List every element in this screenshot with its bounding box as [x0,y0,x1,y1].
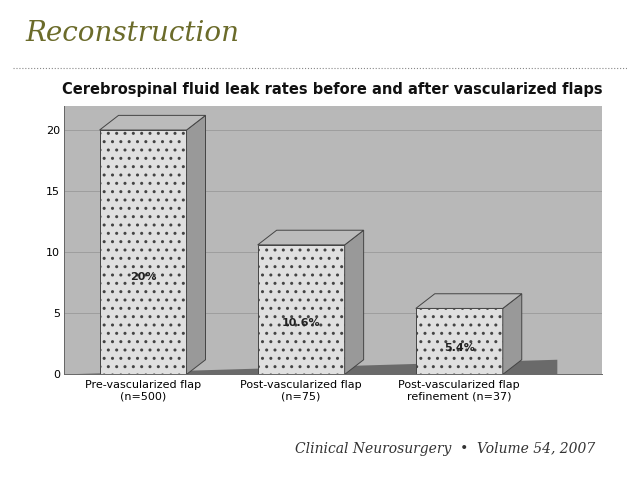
Text: Clinical Neurosurgery  •  Volume 54, 2007: Clinical Neurosurgery • Volume 54, 2007 [295,442,595,456]
Polygon shape [258,230,364,245]
Polygon shape [64,360,557,374]
Polygon shape [186,115,205,374]
Bar [416,309,503,374]
Polygon shape [416,294,522,309]
Bar [64,374,618,399]
Text: Reconstruction: Reconstruction [25,20,239,47]
Polygon shape [345,230,364,374]
Bar [258,245,345,374]
Bar [100,130,186,374]
Title: Cerebrospinal fluid leak rates before and after vascularized flaps: Cerebrospinal fluid leak rates before an… [63,83,603,97]
Text: 5.4%: 5.4% [444,343,475,353]
Polygon shape [503,294,522,374]
Polygon shape [100,115,205,130]
Text: 20%: 20% [130,272,156,282]
Text: 10.6%: 10.6% [282,318,321,327]
